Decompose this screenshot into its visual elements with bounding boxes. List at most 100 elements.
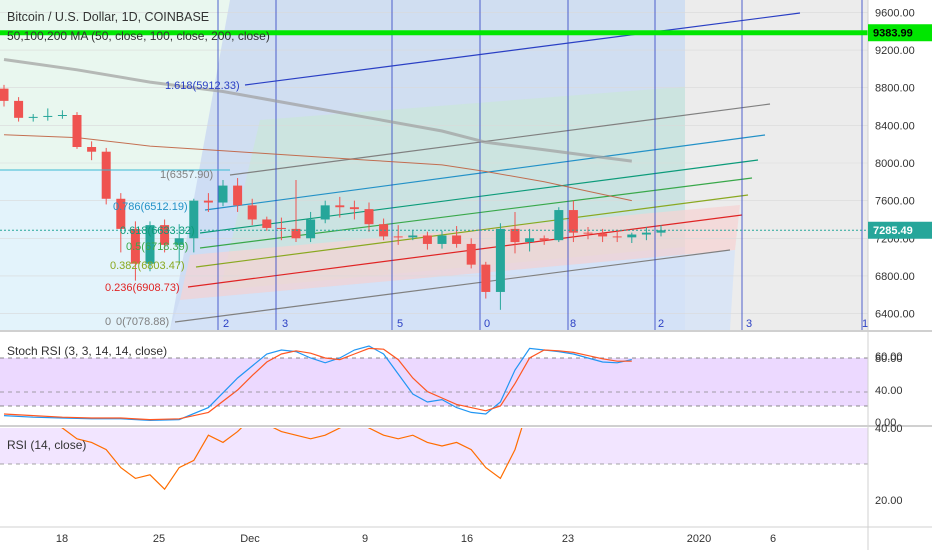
candle[interactable] xyxy=(583,227,593,240)
fib-level-line[interactable] xyxy=(195,194,749,268)
candle[interactable] xyxy=(320,200,330,224)
candle-body xyxy=(72,115,82,147)
time-zone-label: 3 xyxy=(746,318,752,330)
candle-body xyxy=(101,151,111,199)
fib-level-line[interactable] xyxy=(204,134,766,211)
candle[interactable] xyxy=(408,229,418,241)
ma-100-line xyxy=(3,58,632,163)
fib-label-0618: 0.618(6633.32) xyxy=(120,225,195,237)
fib-level-line[interactable] xyxy=(199,159,759,234)
candle[interactable] xyxy=(466,238,476,269)
time-tick: Dec xyxy=(240,533,260,545)
candle[interactable] xyxy=(291,179,301,243)
candle[interactable] xyxy=(145,221,155,272)
candle[interactable] xyxy=(14,97,24,122)
price-tick: 8400.00 xyxy=(875,120,915,132)
fib-level-line[interactable] xyxy=(229,103,771,176)
candle[interactable] xyxy=(87,141,97,161)
candle[interactable] xyxy=(349,200,359,220)
candle[interactable] xyxy=(57,110,67,119)
candle[interactable] xyxy=(379,218,389,241)
rsi-tick: 20.00 xyxy=(875,495,903,507)
fib-level-line[interactable] xyxy=(244,12,801,86)
main-panel[interactable] xyxy=(0,0,870,330)
candle[interactable] xyxy=(612,229,622,243)
time-tick: 25 xyxy=(153,533,165,545)
candle-body xyxy=(320,205,330,220)
candle-body xyxy=(233,185,243,206)
fib-level-line[interactable] xyxy=(187,214,743,288)
candle-body xyxy=(306,219,316,239)
time-axis[interactable]: 18 25 Dec 9 16 23 2020 6 xyxy=(56,533,776,545)
candle-body xyxy=(466,243,476,265)
candle[interactable] xyxy=(554,207,564,243)
candle-body xyxy=(583,232,593,234)
rsi-axis[interactable]: 60.00 40.00 20.00 xyxy=(875,351,903,507)
candle[interactable] xyxy=(72,112,82,149)
candle[interactable] xyxy=(335,196,345,218)
candle-body xyxy=(43,115,53,117)
candle[interactable] xyxy=(525,228,535,252)
symbol-title[interactable]: Bitcoin / U.S. Dollar, 1D, COINBASE xyxy=(7,10,209,24)
price-tick: 9600.00 xyxy=(875,7,915,19)
candle-body xyxy=(612,236,622,238)
candle[interactable] xyxy=(0,84,9,107)
rsi-panel[interactable]: RSI (14, close) xyxy=(0,378,868,526)
fib-label-1618: 1.618(5912.33) xyxy=(165,80,240,92)
stoch-rsi-panel[interactable]: Stoch RSI (3, 3, 14, 14, close) xyxy=(0,333,868,425)
candle[interactable] xyxy=(656,225,666,237)
candle[interactable] xyxy=(262,216,272,231)
candle[interactable] xyxy=(452,226,462,248)
candle[interactable] xyxy=(495,223,505,310)
stoch-axis[interactable]: 80.00 40.00 0.00 xyxy=(875,353,903,429)
candle[interactable] xyxy=(28,114,38,122)
price-tick: 6800.00 xyxy=(875,271,915,283)
price-axis[interactable]: 9600.00 9200.00 8800.00 8400.00 8000.00 7600.… xyxy=(875,7,915,320)
fib-label-layer: 1.618(5912.33) 1(6357.90) 0.786(6512.19)… xyxy=(105,80,240,328)
candle[interactable] xyxy=(627,232,637,243)
ma-200-line xyxy=(3,134,632,202)
candle[interactable] xyxy=(233,178,243,212)
candle[interactable] xyxy=(364,202,374,232)
candle[interactable] xyxy=(539,235,549,245)
candle[interactable] xyxy=(641,227,651,241)
candle[interactable] xyxy=(101,147,111,205)
candle-body xyxy=(481,264,491,292)
rsi-title: RSI (14, close) xyxy=(7,438,86,452)
time-tick: 9 xyxy=(362,533,368,545)
candle[interactable] xyxy=(510,211,520,254)
candle[interactable] xyxy=(130,221,140,281)
candle-body xyxy=(160,225,170,245)
fib-level-line[interactable] xyxy=(174,249,731,323)
candle[interactable] xyxy=(174,224,184,265)
candle[interactable] xyxy=(218,179,228,207)
candle[interactable] xyxy=(116,193,126,253)
candle[interactable] xyxy=(189,198,199,253)
candle[interactable] xyxy=(43,108,53,121)
fib-label-0786: 0.786(6512.19) xyxy=(113,201,188,213)
fib-label-0382: 0.382(6803.47) xyxy=(110,260,185,272)
candle[interactable] xyxy=(306,211,316,243)
candle[interactable] xyxy=(598,228,608,243)
candle-body xyxy=(116,198,126,229)
high-price-badge: 9383.99 xyxy=(868,24,932,42)
time-tick: 23 xyxy=(562,533,574,545)
candle[interactable] xyxy=(276,217,286,241)
candle[interactable] xyxy=(422,231,432,250)
price-tick: 8800.00 xyxy=(875,83,915,95)
candle[interactable] xyxy=(437,230,447,249)
candle[interactable] xyxy=(203,193,213,212)
candle[interactable] xyxy=(568,200,578,243)
candle[interactable] xyxy=(481,261,491,299)
ma-legend[interactable]: 50,100,200 MA (50, close, 100, close, 20… xyxy=(7,29,270,43)
time-tick: 16 xyxy=(461,533,473,545)
candle[interactable] xyxy=(247,198,257,226)
candle-body xyxy=(364,209,374,225)
candle-body xyxy=(452,235,462,244)
candle[interactable] xyxy=(160,219,170,253)
candle[interactable] xyxy=(393,225,403,245)
time-tick: 6 xyxy=(770,533,776,545)
candle-body xyxy=(276,227,286,229)
price-tick: 8000.00 xyxy=(875,158,915,170)
